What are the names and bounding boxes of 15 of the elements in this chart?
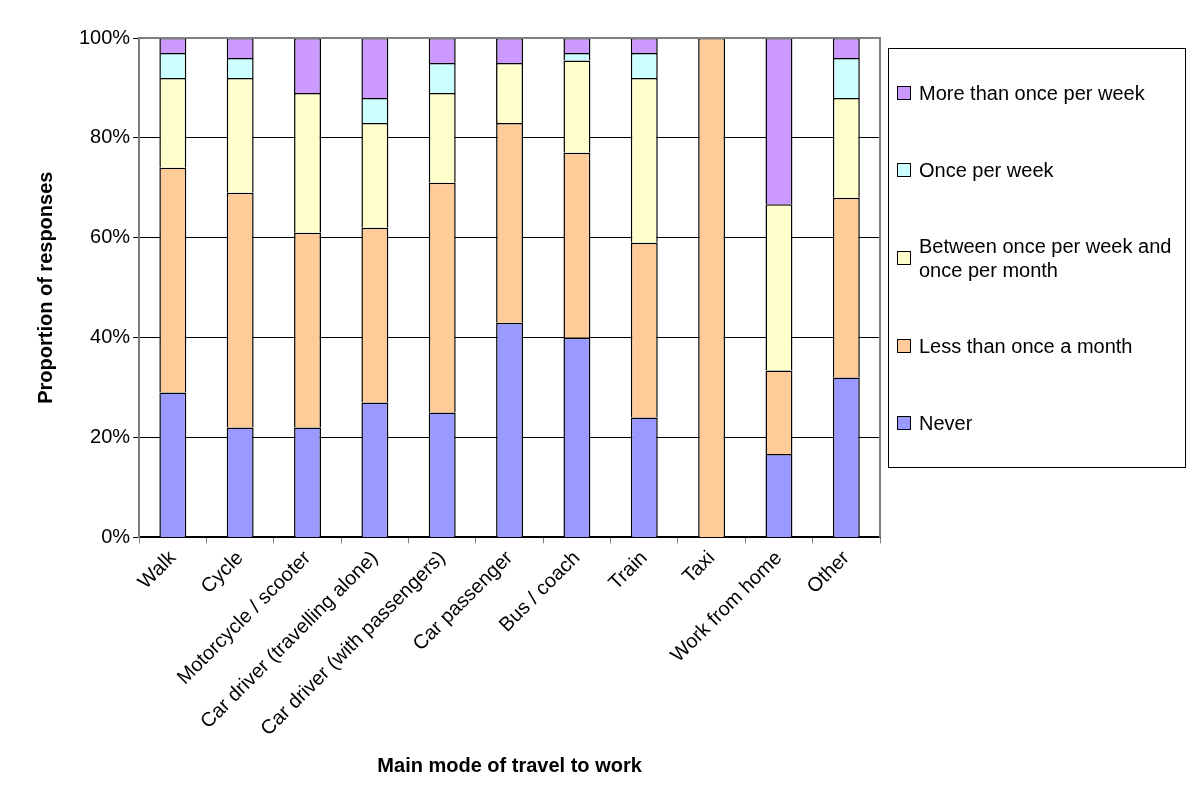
y-tick-label: 0% [101, 524, 131, 547]
legend-label: Never [919, 410, 973, 435]
x-tick-label: Train [603, 546, 651, 594]
legend-label: Less than once a month [919, 334, 1133, 359]
y-tick-label: 80% [90, 125, 131, 148]
legend-label: More than once per week [919, 81, 1145, 106]
legend-label: Once per week [919, 157, 1054, 182]
y-tick-label: 40% [90, 325, 131, 348]
y-tick-label: 60% [90, 225, 131, 248]
x-tick-label: Taxi [677, 546, 719, 587]
legend-label: Between once per week and once per month [919, 233, 1173, 282]
x-axis-title: Main mode of travel to work [377, 753, 643, 776]
y-tick-label: 20% [90, 425, 131, 448]
y-axis-title: Proportion of responses [33, 171, 56, 404]
y-tick-label: 100% [79, 25, 131, 48]
